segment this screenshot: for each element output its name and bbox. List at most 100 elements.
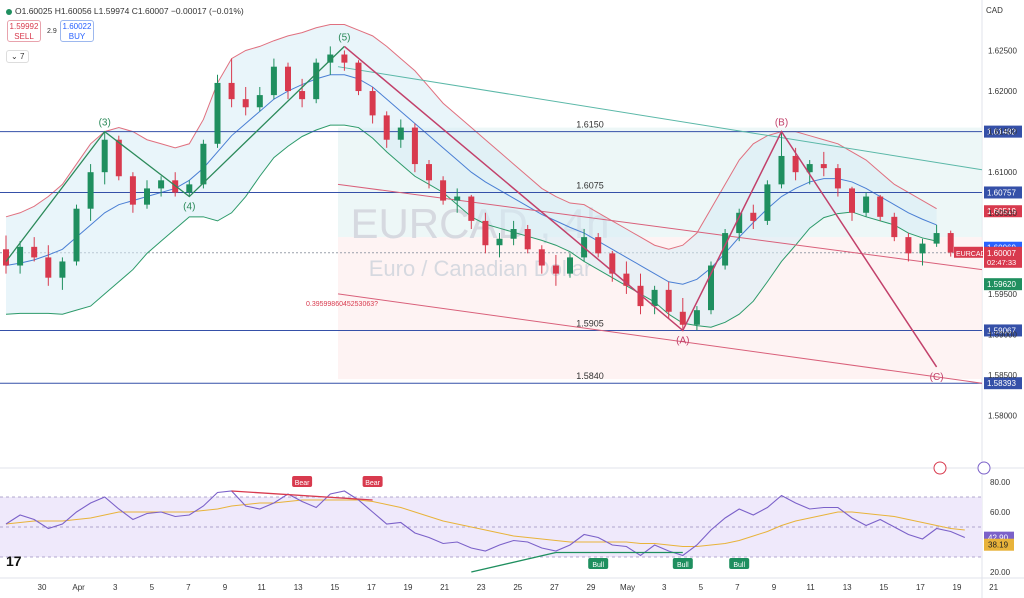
rsi-line — [5, 490, 966, 557]
candle-body — [736, 212, 743, 234]
time-tick-label: 21 — [440, 583, 449, 592]
ohlc-values: O1.60025 H1.60056 L1.59974 C1.60007 −0.0… — [15, 6, 244, 16]
candle — [214, 74, 221, 148]
candle — [299, 78, 306, 108]
time-tick-label: 13 — [843, 583, 852, 592]
sell-label: SELL — [14, 32, 34, 41]
price-tick-label: 1.58000 — [988, 412, 1017, 421]
badge-text: Bull — [733, 562, 745, 569]
candle-body — [87, 172, 94, 209]
candle-body — [750, 212, 757, 221]
alert-icon[interactable] — [977, 461, 991, 475]
candle-body — [228, 82, 235, 100]
candle-body — [214, 82, 221, 144]
candle — [933, 224, 940, 247]
buy-price: 1.60022 — [62, 22, 92, 31]
candle-body — [383, 115, 390, 140]
corrective-wave-line — [343, 45, 938, 368]
rsi-ma-bg — [984, 538, 1014, 551]
candle — [440, 176, 447, 205]
time-tick-label: 19 — [953, 583, 962, 592]
chevron-down-icon: ⌄ — [11, 52, 18, 61]
candle — [129, 172, 136, 213]
price-tick-label: 1.62000 — [988, 87, 1017, 96]
badge-text: Bull — [677, 562, 689, 569]
level-axis-tag-bg — [984, 324, 1022, 337]
wave-label: (5) — [338, 32, 350, 43]
candle-body — [722, 233, 729, 266]
candle-body — [327, 54, 334, 63]
wave-label: (4) — [183, 202, 195, 213]
candle — [637, 273, 644, 315]
candle-body — [17, 246, 24, 266]
price-tick-label: 1.61500 — [988, 128, 1017, 137]
sell-button[interactable]: 1.59992 SELL — [7, 20, 41, 42]
time-tick-label: 17 — [916, 583, 925, 592]
time-tick-label: Apr — [72, 583, 85, 592]
market-status-icon — [6, 8, 12, 15]
level-axis-tag-bg — [984, 377, 1022, 390]
candle — [891, 212, 898, 242]
candle-body — [397, 127, 404, 140]
wave-label: (B) — [775, 118, 788, 129]
candle-body — [256, 95, 263, 108]
event-flag-icon — [933, 461, 947, 475]
level-label: 1.6075 — [576, 180, 604, 190]
buy-button[interactable]: 1.60022 BUY — [60, 20, 94, 42]
candle-body — [3, 249, 9, 266]
indicator-toggle-button[interactable]: ⌄ 7 — [6, 50, 30, 63]
channel-bottom-line — [337, 293, 983, 384]
time-tick-label: 25 — [513, 583, 522, 592]
divergence-badge: Bull — [588, 558, 609, 569]
candle-body — [863, 196, 870, 213]
candle-body — [440, 180, 447, 201]
candle-body — [933, 233, 940, 244]
candle — [496, 233, 503, 258]
time-axis-ticks: 30 Apr 3 5 7 9 11 13 15 17 19 21 23 25 27 29 May 3 5 7 9 11 13… — [38, 583, 999, 592]
candle — [87, 164, 94, 221]
level-axis-tag: 1.60757 — [984, 186, 1022, 199]
time-tick-label: 15 — [879, 583, 888, 592]
candle-body — [891, 216, 898, 238]
time-tick-label: 9 — [772, 583, 777, 592]
price-tag-text: 1.59620 — [987, 280, 1016, 289]
candle — [834, 164, 841, 197]
candle-body — [679, 311, 686, 325]
candle — [820, 151, 827, 177]
candle — [947, 230, 954, 257]
candle-body — [59, 261, 66, 278]
candle-body — [877, 196, 884, 217]
candle-body — [609, 253, 616, 274]
candle — [482, 212, 489, 254]
candle-body — [764, 184, 771, 221]
candle — [17, 241, 24, 274]
candle-body — [242, 99, 249, 108]
candle — [708, 261, 714, 315]
time-tick-label: 5 — [150, 583, 155, 592]
candle-body — [595, 237, 602, 254]
level-axis-tag-bg — [984, 186, 1022, 199]
candle-body — [552, 265, 559, 274]
time-tick-label: 13 — [294, 583, 303, 592]
candle-body — [919, 243, 926, 254]
level-label: 1.5840 — [576, 371, 604, 381]
candle — [567, 253, 573, 278]
candle-body — [426, 164, 432, 181]
badge-bg — [588, 558, 609, 569]
buy-label: BUY — [68, 32, 86, 41]
candle-body — [708, 265, 714, 311]
sell-price: 1.59992 — [9, 22, 39, 31]
candle — [665, 281, 672, 319]
candle-body — [341, 54, 348, 63]
candle — [538, 245, 545, 274]
price-tick-label: 1.58500 — [988, 371, 1017, 380]
time-tick-label: 29 — [587, 583, 596, 592]
rsi-tick-label: 80.00 — [990, 478, 1011, 487]
ohlc-readout: O1.60025 H1.60056 L1.59974 C1.60007 −0.0… — [6, 6, 244, 16]
candle-body — [834, 168, 841, 189]
time-tick-label: 3 — [113, 583, 118, 592]
level-axis-tag-text: 1.58393 — [987, 379, 1016, 388]
candle — [736, 208, 743, 242]
candle-body — [947, 233, 954, 253]
